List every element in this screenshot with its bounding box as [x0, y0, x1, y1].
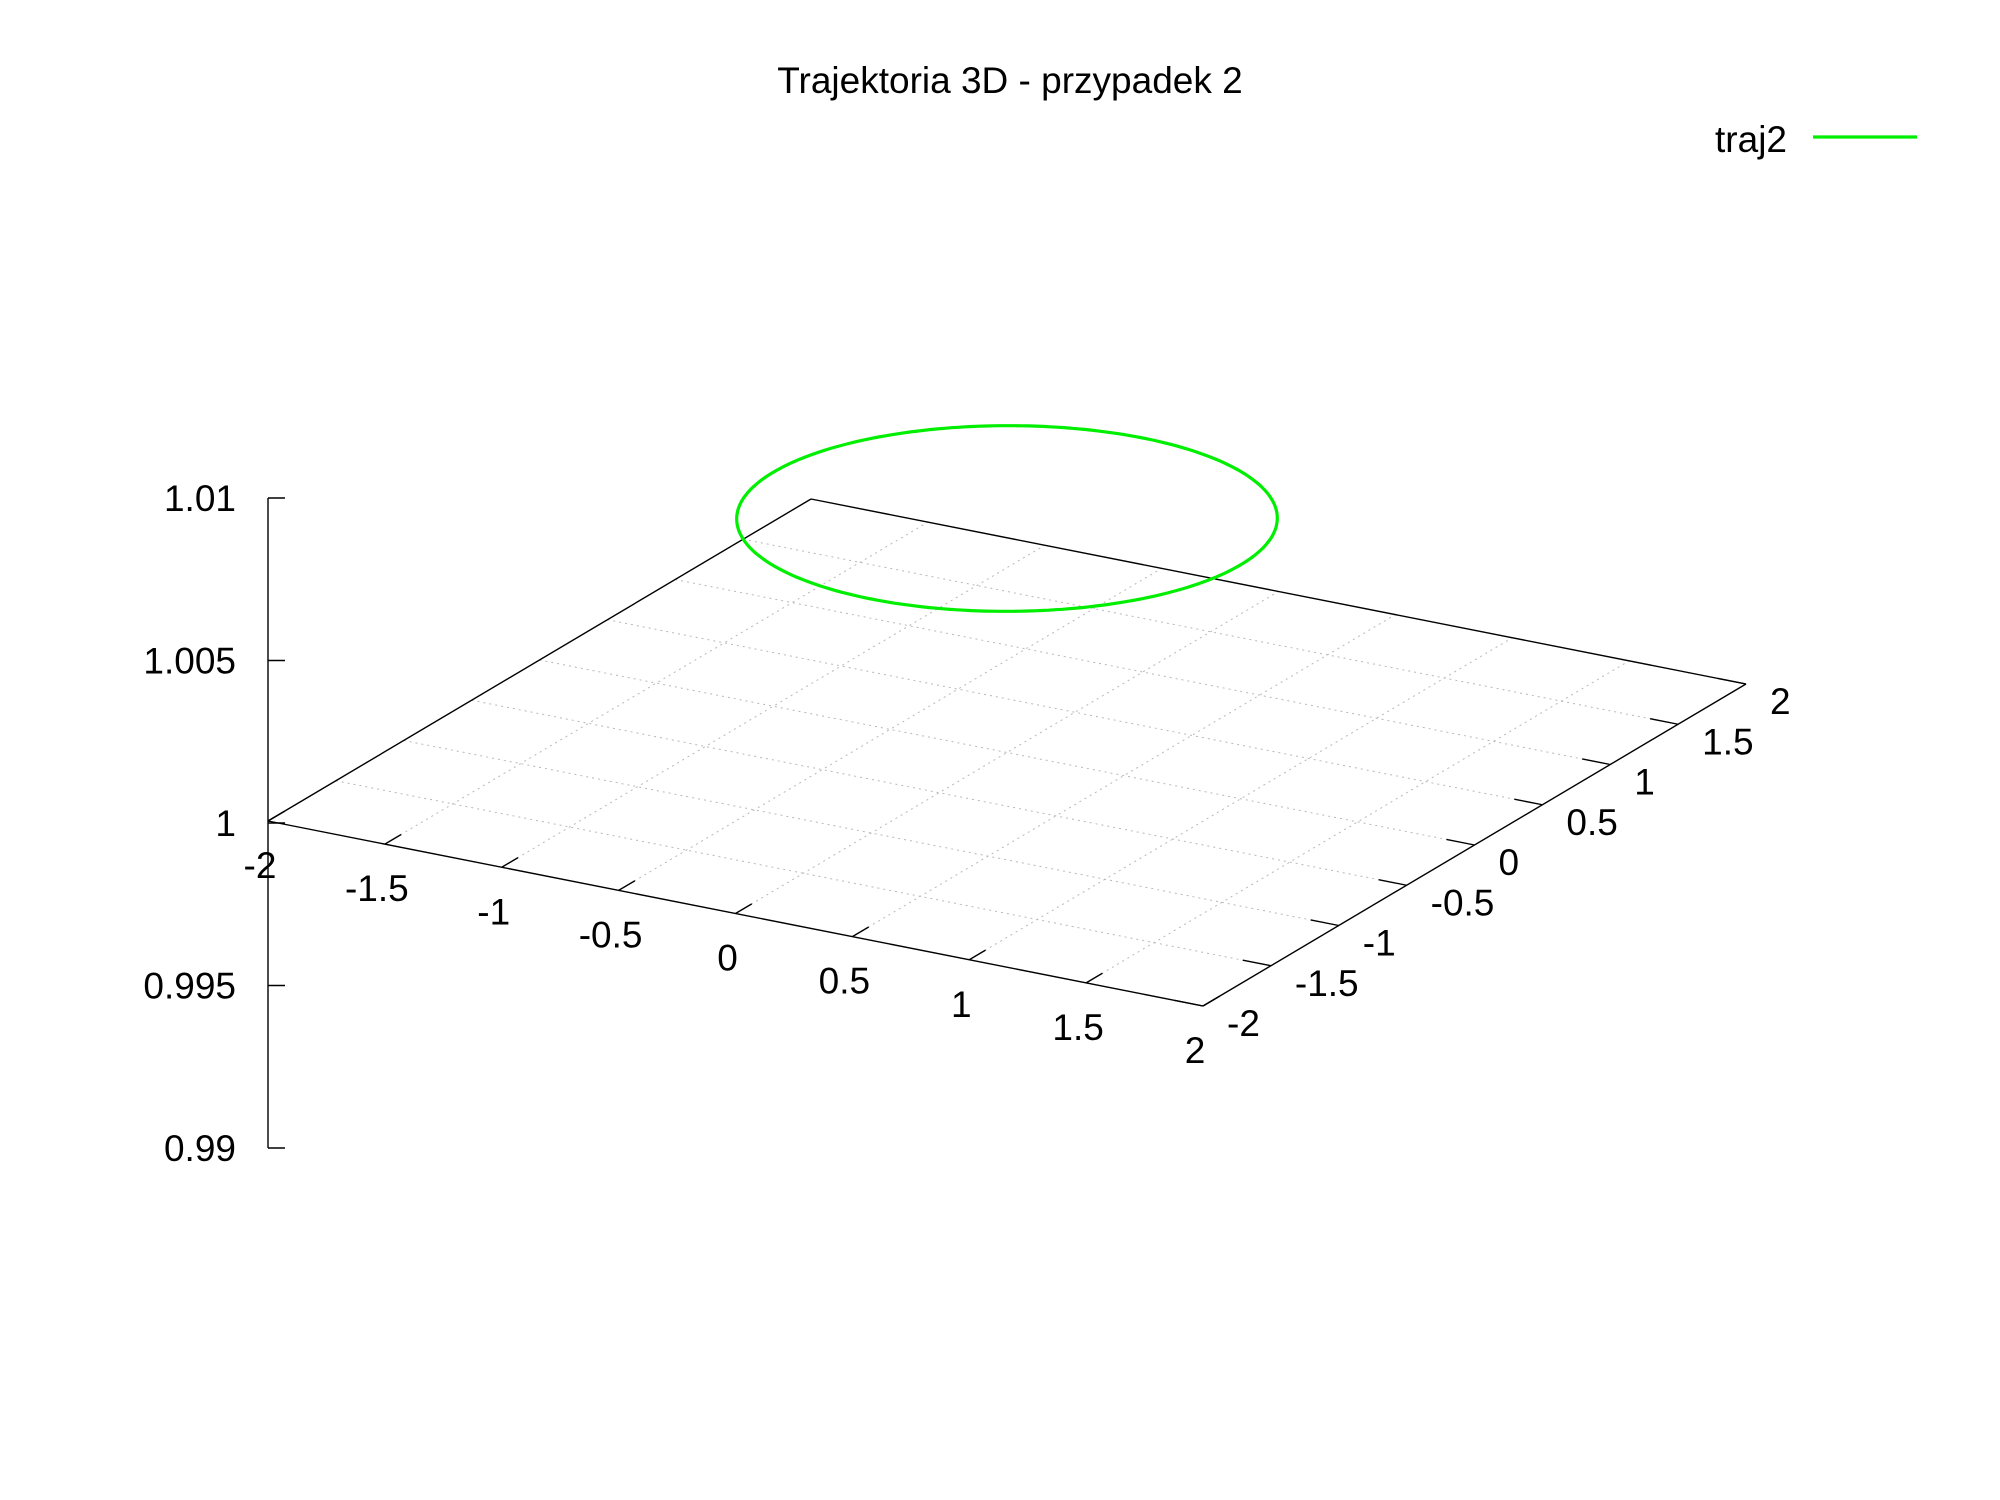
x-tick-label-_0_5: -0.5	[579, 914, 643, 955]
x-tick-label-2: 2	[1185, 1030, 1206, 1071]
grid-line-x-0	[735, 591, 1279, 914]
z-tick-label-1_005: 1.005	[143, 641, 236, 682]
grid-line-x-_1_5	[384, 521, 929, 845]
y-tick-label-_2: -2	[1227, 1003, 1260, 1044]
axes	[267, 498, 1747, 1148]
z-tick-label-0_99: 0.99	[164, 1128, 236, 1169]
legend-label-traj2: traj2	[1715, 119, 1787, 160]
x-tick-0_5	[852, 926, 870, 938]
x-tick-label-1_5: 1.5	[1052, 1007, 1103, 1048]
chart-title: Trajektoria 3D - przypadek 2	[777, 60, 1242, 101]
grid-line-x-_1	[501, 544, 1046, 868]
y-tick-0	[1446, 838, 1475, 846]
y-tick-1_5	[1649, 718, 1679, 725]
x-tick-label-_2: -2	[244, 845, 277, 886]
grid-line-y-0	[539, 659, 1475, 846]
x-tick-_2	[267, 810, 285, 822]
y-tick-label-1_5: 1.5	[1702, 721, 1753, 762]
y-tick-_1_5	[1242, 959, 1272, 967]
tick-labels: 0.990.99511.0051.01-2-1.5-1-0.500.511.52…	[143, 478, 1790, 1169]
z-tick-label-0_995: 0.995	[143, 966, 236, 1007]
grid-line-x-1_5	[1085, 660, 1630, 984]
y-tick-2	[1717, 677, 1747, 685]
x-tick-label-_1_5: -1.5	[345, 868, 409, 909]
y-tick-label-0: 0	[1499, 842, 1520, 883]
y-tick-_1	[1310, 919, 1339, 927]
y-tick-label-2: 2	[1770, 681, 1791, 722]
floor-back-x-line	[810, 498, 1747, 685]
x-tick-_1_5	[384, 833, 402, 845]
x-tick-1_5	[1085, 972, 1103, 984]
x-tick-_1	[501, 856, 519, 868]
x-tick-2	[1202, 995, 1220, 1007]
x-tick-label-1: 1	[951, 984, 972, 1025]
grid-line-x-_0_5	[618, 567, 1162, 891]
grid-line-y-_0_5	[471, 699, 1407, 886]
y-tick-0_5	[1514, 798, 1543, 806]
y-tick-label-_1_5: -1.5	[1295, 963, 1359, 1004]
x-tick-label-0: 0	[717, 938, 738, 979]
y-tick-_0_5	[1378, 879, 1407, 886]
y-tick-label-_0_5: -0.5	[1431, 882, 1495, 923]
floor-back-y-line	[267, 498, 812, 822]
x-tick-1	[968, 949, 986, 961]
x-tick-label-0_5: 0.5	[819, 961, 870, 1002]
tick-marks	[267, 497, 1747, 1149]
series-line-traj2	[735, 424, 1279, 613]
plot-series	[735, 424, 1279, 613]
x-tick-0	[735, 903, 753, 915]
y-tick-_2	[1174, 999, 1204, 1007]
x-tick-label-_1: -1	[477, 891, 510, 932]
y-tick-label-0_5: 0.5	[1566, 802, 1617, 843]
z-tick-label-1: 1	[215, 803, 236, 844]
y-tick-label-_1: -1	[1363, 923, 1396, 964]
y-tick-1	[1582, 758, 1611, 766]
y-tick-label-1: 1	[1634, 762, 1655, 803]
legend: traj2	[1715, 119, 1917, 160]
grid-line-y-0_5	[607, 619, 1543, 806]
grid-line-y-1	[675, 579, 1611, 765]
z-tick-label-1_01: 1.01	[164, 478, 236, 519]
x-tick-_0_5	[618, 880, 636, 891]
